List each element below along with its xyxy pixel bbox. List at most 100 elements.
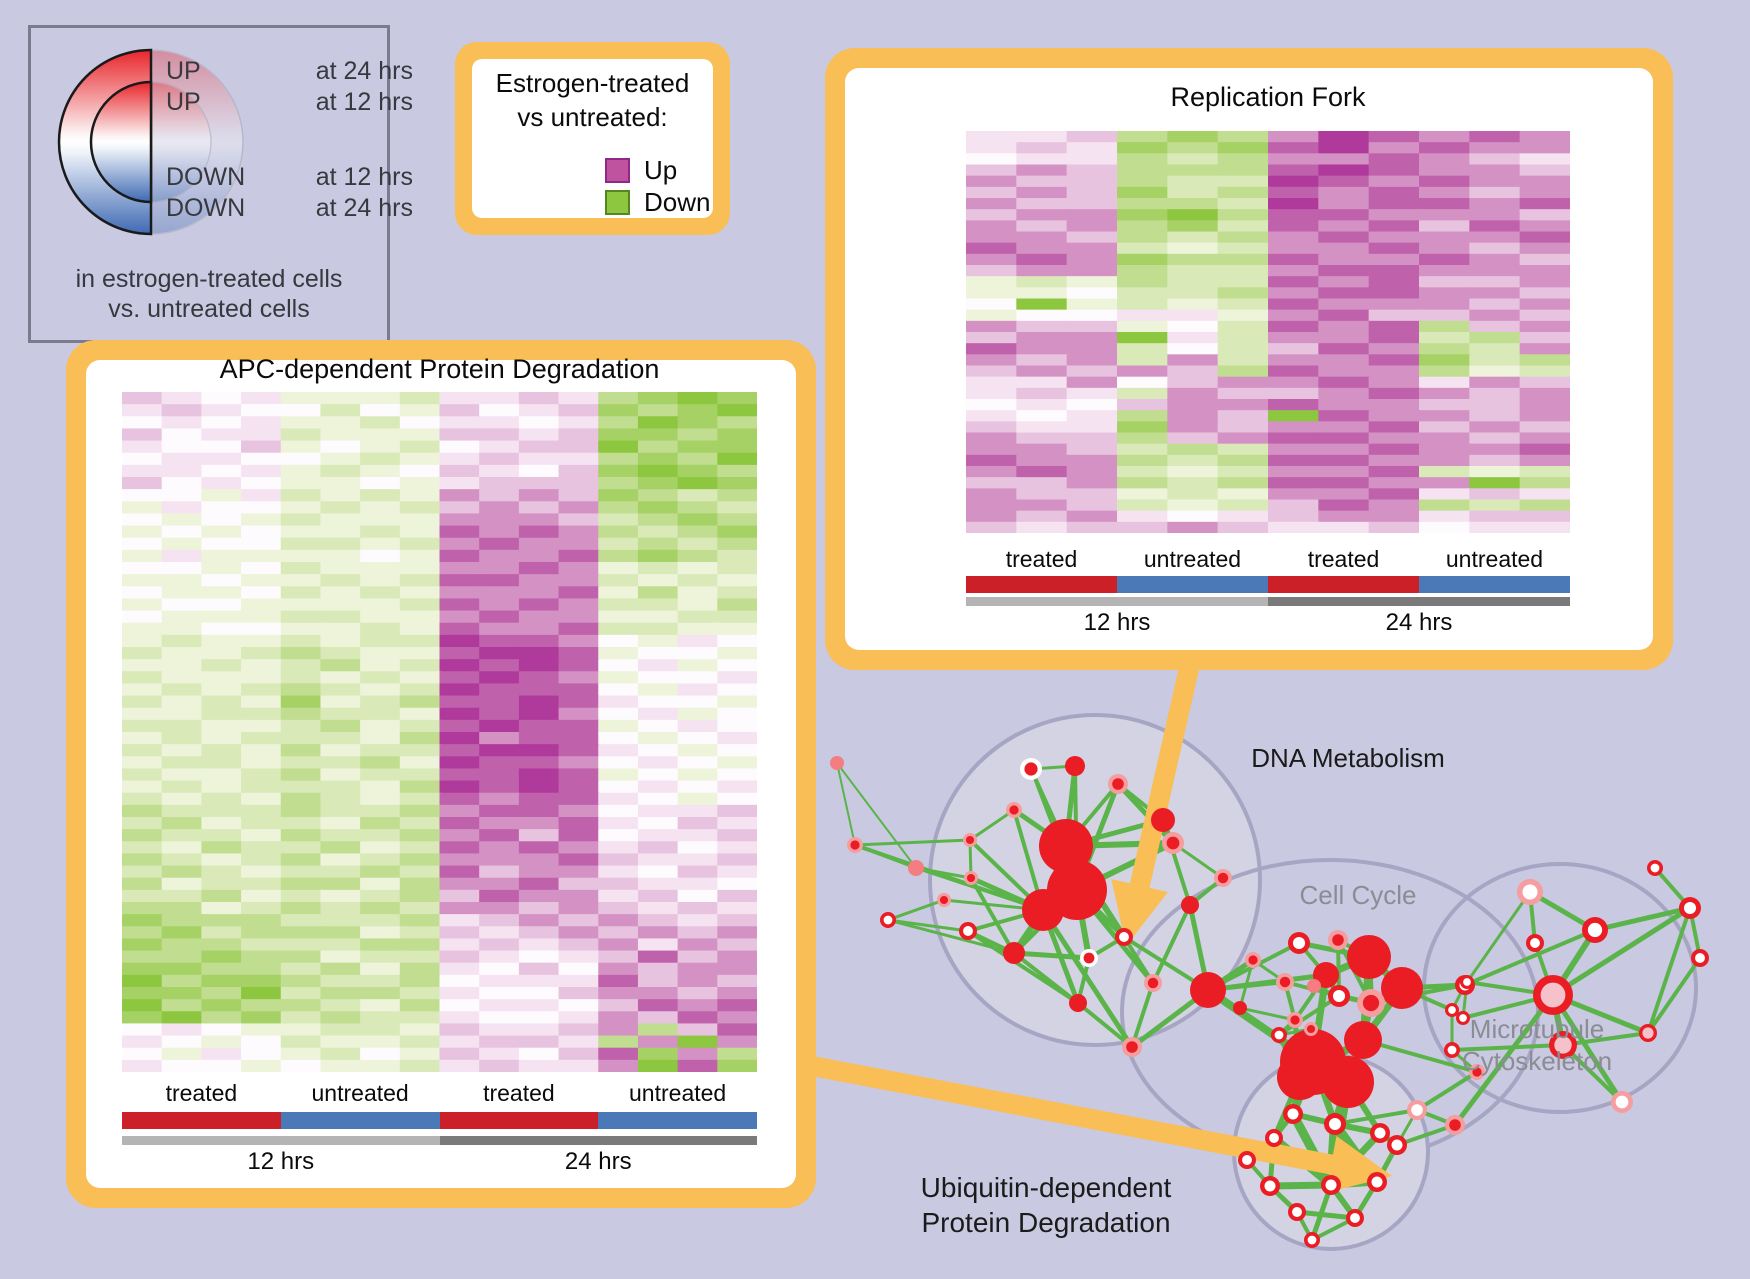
heatmap-cell (1268, 309, 1321, 322)
heatmap-cell (1167, 510, 1220, 523)
group-label: treated (1005, 546, 1078, 572)
heatmap-cell (1368, 399, 1422, 411)
heatmap-cell (1519, 521, 1570, 533)
heatmap-cell (558, 732, 600, 745)
heatmap-cell (637, 999, 680, 1012)
heatmap-cell (360, 416, 402, 429)
heatmap-cell (598, 1059, 640, 1072)
heatmap-cell (558, 853, 600, 867)
heatmap-cell (1469, 354, 1522, 366)
heatmap-cell (677, 598, 719, 612)
heatmap-cell (558, 1047, 600, 1061)
heatmap-cell (241, 513, 283, 527)
heatmap-cell (201, 489, 243, 502)
heatmap-cell (1368, 209, 1422, 221)
heatmap-cell (558, 634, 600, 648)
heatmap-cell (360, 962, 402, 976)
heatmap-cell (677, 1023, 719, 1037)
heatmap-cell (598, 440, 640, 454)
heatmap-cell (280, 1011, 323, 1024)
network-edge (1012, 951, 1080, 1005)
heatmap-cell (201, 440, 243, 454)
heatmap-cell (558, 865, 600, 879)
network-node (1325, 1179, 1337, 1191)
heatmap-cell (1519, 387, 1570, 400)
heatmap-cell (1469, 231, 1522, 244)
heatmap-cell (1368, 354, 1422, 366)
heatmap-cell (1117, 499, 1170, 512)
heatmap-cell (1117, 521, 1170, 533)
heatmap-cell (241, 659, 283, 672)
heatmap-cell (598, 477, 640, 490)
heatmap-cell (966, 354, 1019, 366)
heatmap-cell (717, 549, 757, 563)
heatmap-cell (439, 464, 481, 478)
heatmap-cell (558, 549, 600, 563)
heatmap-cell (598, 428, 640, 442)
heatmap-cell (161, 756, 203, 769)
heatmap-cell (201, 574, 243, 587)
heatmap-cell (1318, 410, 1371, 422)
heatmap-cell (1519, 510, 1570, 523)
heatmap-cell (122, 938, 164, 952)
heatmap-cell (637, 987, 680, 1000)
heatmap-cell (280, 586, 323, 599)
heatmap-cell (1117, 354, 1170, 366)
legend-dir: UP (166, 88, 201, 116)
down-label: Down (644, 187, 711, 217)
color-legend-title-2: vs untreated: (517, 102, 668, 132)
heatmap-cell (966, 309, 1019, 322)
heatmap-cell (717, 780, 757, 794)
heatmap-cell (1419, 354, 1472, 366)
heatmap-cell (201, 610, 243, 624)
heatmap-cell (161, 513, 203, 527)
heatmap-cell (1268, 265, 1321, 277)
network-node (1279, 976, 1291, 988)
heatmap-cell (360, 744, 402, 757)
network-node (1307, 1235, 1317, 1245)
heatmap-cell (1419, 365, 1472, 378)
heatmap-cell (122, 525, 164, 539)
heatmap-cell (1469, 410, 1522, 422)
heatmap-cell (558, 841, 600, 854)
heatmap-cell (598, 877, 640, 891)
heatmap-cell (439, 489, 481, 502)
heatmap-cell (122, 974, 164, 988)
heatmap-cell (966, 510, 1019, 523)
heatmap-cell (161, 647, 203, 660)
heatmap-cell (518, 829, 561, 842)
heatmap-cell (439, 392, 481, 405)
heatmap-cell (966, 332, 1019, 344)
heatmap-cell (122, 707, 164, 721)
heatmap-cell (518, 768, 561, 782)
heatmap-cell (558, 768, 600, 782)
heatmap-cell (479, 926, 521, 939)
heatmap-cell (598, 1047, 640, 1061)
heatmap-cell (280, 926, 323, 939)
heatmap-cell (122, 853, 164, 867)
heatmap-cell (677, 574, 719, 587)
heatmap-cell (558, 464, 600, 478)
apc_heatmap-grid (122, 392, 757, 1072)
network-node (1306, 1024, 1316, 1034)
heatmap-cell (241, 549, 283, 563)
heatmap-cell (1217, 432, 1271, 445)
heatmap-cell (161, 707, 203, 721)
heatmap-cell (241, 974, 283, 988)
heatmap-cell (1066, 488, 1120, 500)
heatmap-cell (479, 513, 521, 527)
heatmap-cell (1419, 510, 1472, 523)
heatmap-cell (717, 732, 757, 745)
heatmap-cell (1167, 343, 1220, 355)
heatmap-cell (717, 464, 757, 478)
heatmap-cell (320, 829, 362, 842)
heatmap-cell (479, 404, 521, 417)
network-node (1463, 978, 1471, 986)
heatmap-cell (717, 938, 757, 952)
heatmap-cell (1318, 432, 1371, 445)
heatmap-cell (360, 464, 402, 478)
heatmap-cell (637, 732, 680, 745)
heatmap-cell (1419, 287, 1472, 299)
heatmap-cell (1066, 354, 1120, 366)
heatmap-cell (1217, 131, 1271, 143)
